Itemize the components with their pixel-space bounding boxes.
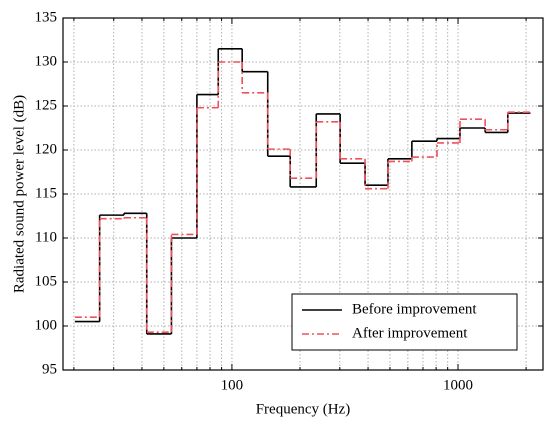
y-tick-label: 110	[35, 229, 57, 245]
y-tick-label: 125	[35, 97, 58, 113]
y-tick-label: 135	[35, 9, 58, 25]
plot-frame	[62, 17, 544, 371]
legend-box	[291, 293, 518, 351]
x-axis-label: Frequency (Hz)	[256, 401, 351, 417]
legend-label: Before improvement	[352, 301, 477, 317]
y-tick-label: 130	[35, 53, 58, 69]
y-tick-label: 105	[35, 273, 58, 289]
y-tick-label: 95	[42, 361, 57, 377]
y-tick-label: 115	[35, 185, 57, 201]
y-tick-label: 100	[35, 317, 58, 333]
x-tick-label: 100	[221, 377, 244, 393]
legend-label: After improvement	[352, 325, 468, 341]
y-tick-label: 120	[35, 141, 58, 157]
y-axis-label: Radiated sound power level (dB)	[11, 95, 27, 293]
x-tick-label: 1000	[443, 377, 473, 393]
